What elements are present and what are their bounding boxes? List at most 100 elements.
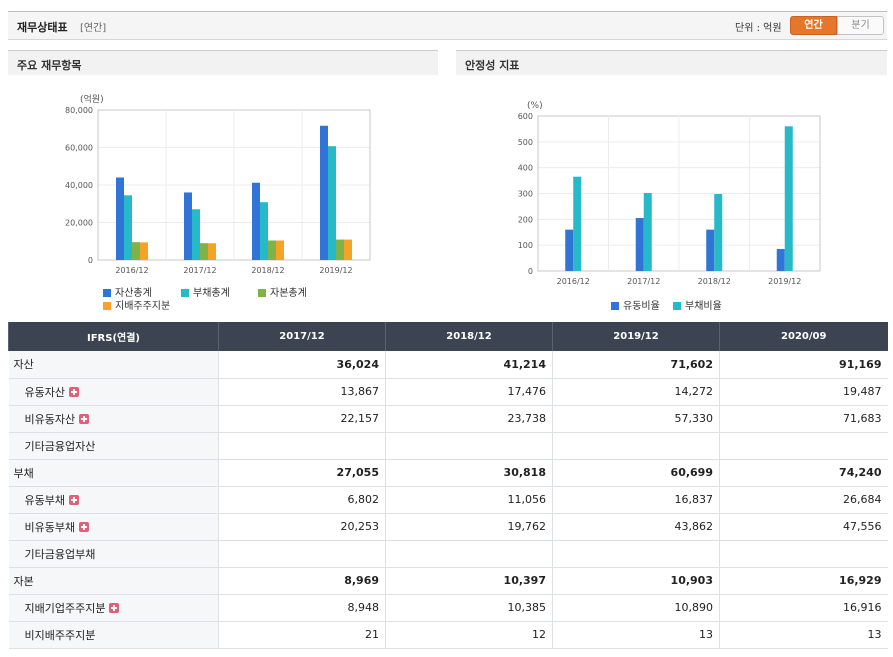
legend-swatch <box>258 289 266 297</box>
row-label-cell: 기타금융업부채 <box>8 540 219 568</box>
header-cell-2018: 2018/12 <box>385 322 553 351</box>
legend-item: 부채비율 <box>673 297 722 312</box>
legend-item: 유동비율 <box>611 297 660 312</box>
value-cell: 10,397 <box>385 567 553 595</box>
expand-plus-icon[interactable] <box>79 521 90 532</box>
bar-부채총계-2019/12 <box>328 146 336 260</box>
bar-부채비율-2017/12 <box>643 192 652 271</box>
value-cell: 12 <box>385 621 553 649</box>
y-tick-label: 60,000 <box>65 144 93 153</box>
y-tick-label: 200 <box>518 215 533 224</box>
table-row: 비유동부채 20,253 19,762 43,862 47,556 <box>8 513 888 541</box>
value-cell: 10,890 <box>552 594 720 622</box>
x-tick-label: 2017/12 <box>183 266 216 275</box>
bar-유동비율-2019/12 <box>776 249 785 271</box>
table-row: 비지배주주지분 21 12 13 13 <box>8 621 888 649</box>
row-label-cell: 부채 <box>8 459 219 487</box>
legend-swatch <box>103 289 111 297</box>
y-tick-label: 20,000 <box>65 219 93 228</box>
value-cell: 36,024 <box>218 351 386 379</box>
value-cell: 74,240 <box>719 459 888 487</box>
value-cell <box>719 540 888 568</box>
row-label: 기타금융업부채 <box>24 547 96 561</box>
row-label-cell: 자산 <box>8 351 219 379</box>
bar-부채비율-2016/12 <box>573 176 582 271</box>
table-row: 자산 36,024 41,214 71,602 91,169 <box>8 351 888 379</box>
legend-item: 자본총계 <box>258 284 307 299</box>
y-tick-label: 40,000 <box>65 181 93 190</box>
row-label-cell: 유동부채 <box>8 486 219 514</box>
legend-label: 자본총계 <box>270 288 307 299</box>
row-label: 부채 <box>13 466 34 480</box>
bar-자본총계-2018/12 <box>268 240 276 260</box>
row-label-cell: 비유동자산 <box>8 405 219 433</box>
bar-부채비율-2018/12 <box>714 194 723 271</box>
unit-label: 단위 : 억원 <box>735 23 782 34</box>
legend-label: 부채총계 <box>193 288 230 299</box>
expand-plus-icon[interactable] <box>68 386 79 397</box>
quarter-toggle-button[interactable]: 분기 <box>837 16 884 35</box>
bar-지배주주지분-2018/12 <box>276 240 284 260</box>
value-cell: 26,684 <box>719 486 888 514</box>
bar-지배주주지분-2019/12 <box>344 239 352 260</box>
legend-swatch <box>103 302 111 310</box>
value-cell <box>552 540 720 568</box>
value-cell: 14,272 <box>552 378 720 406</box>
y-tick-label: 100 <box>518 241 533 250</box>
left-panel-header: 주요 재무항목 <box>8 50 438 75</box>
x-tick-label: 2018/12 <box>251 266 284 275</box>
bar-지배주주지분-2016/12 <box>140 242 148 260</box>
table-row: 기타금융업부채 <box>8 540 888 568</box>
x-tick-label: 2017/12 <box>627 277 660 286</box>
legend-swatch <box>673 302 681 310</box>
bar-유동비율-2017/12 <box>635 218 644 271</box>
value-cell <box>218 540 386 568</box>
bar-자본총계-2017/12 <box>200 243 208 260</box>
value-cell: 10,385 <box>385 594 553 622</box>
value-cell: 16,837 <box>552 486 720 514</box>
row-label: 자본 <box>13 574 34 588</box>
annual-toggle-button[interactable]: 연간 <box>790 16 837 35</box>
value-cell: 43,862 <box>552 513 720 541</box>
bar-지배주주지분-2017/12 <box>208 243 216 260</box>
expand-plus-icon[interactable] <box>68 494 79 505</box>
row-label: 지배기업주주지분 <box>24 601 106 615</box>
value-cell: 30,818 <box>385 459 553 487</box>
y-axis-label: (%) <box>527 101 543 111</box>
value-cell: 23,738 <box>385 405 553 433</box>
value-cell: 8,948 <box>218 594 386 622</box>
expand-plus-icon[interactable] <box>109 602 120 613</box>
value-cell: 10,903 <box>552 567 720 595</box>
left-panel-title: 주요 재무항목 <box>17 59 82 72</box>
row-label: 기타금융업자산 <box>24 439 96 453</box>
bar-자본총계-2016/12 <box>132 242 140 260</box>
bar-자산총계-2017/12 <box>184 192 192 260</box>
table-row: 부채 27,055 30,818 60,699 74,240 <box>8 459 888 487</box>
value-cell: 6,802 <box>218 486 386 514</box>
legend-item: 자산총계 <box>103 284 152 299</box>
value-cell: 41,214 <box>385 351 553 379</box>
bar-부채총계-2018/12 <box>260 202 268 260</box>
y-tick-label: 400 <box>518 164 533 173</box>
row-label-cell: 비유동부채 <box>8 513 219 541</box>
value-cell: 71,602 <box>552 351 720 379</box>
table-row: 기타금융업자산 <box>8 432 888 460</box>
bar-유동비율-2016/12 <box>565 229 574 271</box>
stability-legend: 유동비율 부채비율 <box>611 297 811 312</box>
value-cell: 16,916 <box>719 594 888 622</box>
value-cell: 16,929 <box>719 567 888 595</box>
x-tick-label: 2019/12 <box>319 266 352 275</box>
y-tick-label: 300 <box>518 190 533 199</box>
row-label-cell: 유동자산 <box>8 378 219 406</box>
financial-items-chart: (억원)80,000 60,000 40,000 20,000 0 2016/12 2017… <box>65 94 371 275</box>
expand-plus-icon[interactable] <box>79 413 90 424</box>
row-label: 비유동부채 <box>24 520 76 534</box>
value-cell <box>218 432 386 460</box>
row-label: 유동부채 <box>24 493 65 507</box>
x-tick-label: 2016/12 <box>115 266 148 275</box>
y-tick-label: 80,000 <box>65 106 93 115</box>
y-axis-label: (억원) <box>80 94 104 105</box>
bar-부채총계-2017/12 <box>192 209 200 260</box>
value-cell <box>552 432 720 460</box>
right-panel-header: 안정성 지표 <box>456 50 887 75</box>
